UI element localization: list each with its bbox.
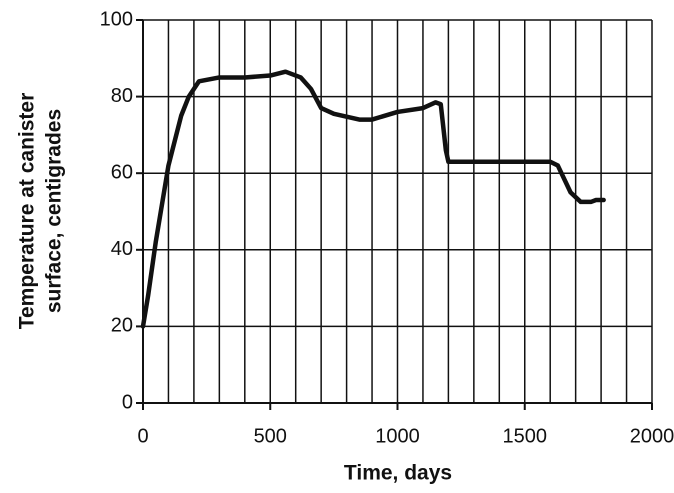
data-line xyxy=(140,69,606,329)
y-tick-label: 60 xyxy=(111,161,133,183)
y-axis-label: surface, centigrades xyxy=(43,109,66,313)
x-tick-label: 0 xyxy=(137,425,148,447)
x-axis-label: Time, days xyxy=(344,462,452,485)
x-tick-label: 1000 xyxy=(375,425,420,447)
y-tick-label: 20 xyxy=(111,315,133,337)
x-tick-label: 500 xyxy=(254,425,287,447)
y-axis-label: Temperature at canister xyxy=(16,93,39,330)
x-tick-label: 1500 xyxy=(503,425,548,447)
y-tick-label: 80 xyxy=(111,85,133,107)
y-tick-label: 100 xyxy=(100,8,133,30)
y-tick-label: 0 xyxy=(122,391,133,413)
y-tick-label: 40 xyxy=(111,238,133,260)
x-tick-label: 2000 xyxy=(630,425,674,447)
